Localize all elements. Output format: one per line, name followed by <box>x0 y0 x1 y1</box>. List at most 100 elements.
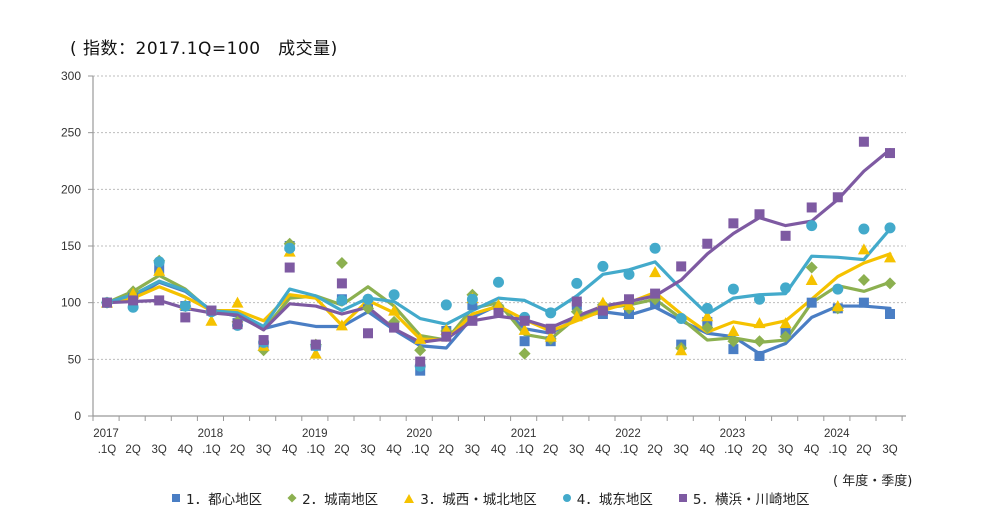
data-point-series-2 <box>701 321 714 334</box>
x-year-label: 2017 <box>93 428 119 440</box>
data-point-series-3 <box>884 251 896 263</box>
data-point-series-5 <box>102 297 112 308</box>
data-point-series-3 <box>309 347 322 359</box>
x-tick-label: .1Q <box>307 444 326 456</box>
x-tick-label: 4Q <box>178 444 193 456</box>
data-point-series-5 <box>180 312 191 323</box>
data-point-series-2 <box>779 330 792 343</box>
data-point-series-5 <box>806 202 817 213</box>
x-tick-label: 2Q <box>334 444 349 456</box>
data-point-series-4 <box>832 283 844 295</box>
y-tick-label: 100 <box>61 296 81 310</box>
data-point-series-5 <box>885 148 895 159</box>
data-point-series-5 <box>258 335 269 346</box>
legend-label: 1．都心地区 <box>186 492 263 508</box>
legend-label: 4．城东地区 <box>576 492 653 508</box>
data-point-series-5 <box>519 315 530 326</box>
data-point-series-2 <box>884 277 896 290</box>
data-point-series-5 <box>232 319 243 330</box>
data-point-series-4 <box>153 256 165 268</box>
x-tick-label: .1Q <box>98 444 117 456</box>
x-tick-label: 4Q <box>804 444 819 456</box>
data-point-series-3 <box>857 243 870 255</box>
data-point-series-5 <box>571 296 582 307</box>
x-tick-label: 3Q <box>465 444 480 456</box>
x-tick-label: 3Q <box>569 444 584 456</box>
legend-item-3: 3．城西・城北地区 <box>404 488 537 508</box>
data-point-series-4 <box>597 260 609 272</box>
triangle-marker-icon <box>404 493 415 503</box>
data-point-series-5 <box>389 322 400 333</box>
x-year-label: 2022 <box>615 428 641 440</box>
data-point-series-3 <box>831 300 844 312</box>
data-point-series-1 <box>519 336 530 347</box>
x-tick-label: 2Q <box>856 444 871 456</box>
square-marker-icon <box>678 494 687 502</box>
data-point-series-3 <box>570 310 583 322</box>
data-point-series-3 <box>153 264 166 276</box>
data-point-series-5 <box>624 294 634 305</box>
legend-label: 5．横浜・川崎地区 <box>692 492 810 508</box>
data-point-series-5 <box>493 307 504 318</box>
data-point-series-4 <box>440 299 452 311</box>
data-point-series-4 <box>336 294 348 306</box>
x-tick-label: 2Q <box>647 444 662 456</box>
legend-item-5: 5．横浜・川崎地区 <box>678 488 810 508</box>
data-point-series-3 <box>492 298 505 310</box>
data-point-series-5 <box>441 331 452 342</box>
data-point-series-2 <box>414 344 427 357</box>
x-axis-unit-label: ( 年度・季度) <box>833 474 913 489</box>
x-tick-label: 3Q <box>360 444 375 456</box>
data-point-series-1 <box>754 350 765 361</box>
x-tick-label: 2Q <box>752 444 767 456</box>
data-point-series-2 <box>335 257 348 269</box>
data-point-series-2 <box>753 335 766 348</box>
data-point-series-4 <box>388 289 400 301</box>
data-point-series-5 <box>467 315 478 326</box>
data-point-series-5 <box>206 305 217 316</box>
data-point-series-4 <box>571 277 583 289</box>
data-point-series-3 <box>414 332 427 344</box>
data-point-series-5 <box>728 218 739 229</box>
data-point-series-4 <box>179 300 191 312</box>
data-point-series-3 <box>205 314 218 326</box>
data-point-series-1 <box>806 297 817 308</box>
data-point-series-3 <box>335 319 348 331</box>
data-point-series-5 <box>284 262 295 273</box>
data-point-series-3 <box>649 266 662 278</box>
y-tick-label: 200 <box>61 182 81 196</box>
x-tick-label: .1Q <box>724 444 743 456</box>
data-point-series-4 <box>623 268 635 280</box>
data-point-series-5 <box>336 278 347 289</box>
y-tick-label: 150 <box>61 239 81 253</box>
x-tick-label: 3Q <box>152 444 167 456</box>
data-point-series-3 <box>544 330 557 342</box>
data-point-series-3 <box>623 298 635 310</box>
data-point-series-1 <box>728 344 739 355</box>
data-point-series-5 <box>650 288 661 299</box>
data-point-series-4 <box>284 242 296 254</box>
x-tick-label: 2Q <box>439 444 454 456</box>
data-point-series-1 <box>467 299 478 310</box>
data-point-series-2 <box>857 274 870 286</box>
x-tick-label: 2Q <box>230 444 245 456</box>
data-point-series-4 <box>675 313 687 325</box>
x-year-label: 2019 <box>302 428 328 440</box>
data-point-series-4 <box>701 302 713 314</box>
y-tick-label: 250 <box>61 126 81 140</box>
data-point-series-5 <box>858 136 869 147</box>
legend-label: 2．城南地区 <box>302 492 379 508</box>
square-marker-icon <box>172 494 180 502</box>
data-point-series-4 <box>806 220 818 232</box>
data-point-series-5 <box>310 339 321 350</box>
x-tick-label: 3Q <box>256 444 271 456</box>
x-year-label: 2018 <box>198 428 224 440</box>
data-point-series-4 <box>727 283 739 295</box>
x-tick-label: 4Q <box>386 444 401 456</box>
data-point-series-4 <box>545 307 557 319</box>
data-point-series-3 <box>805 274 818 285</box>
x-tick-label: 3Q <box>882 444 897 456</box>
data-point-series-4 <box>493 276 504 288</box>
chart-title: ( 指数：2017.1Q=100 成交量) <box>70 39 338 59</box>
